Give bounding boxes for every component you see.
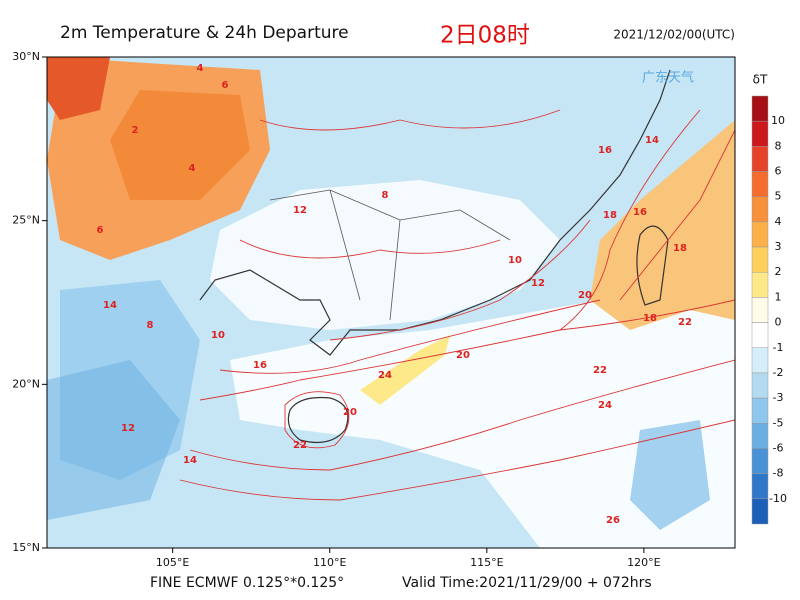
contour-label: 4 (197, 63, 204, 74)
luzon-cool (630, 420, 710, 530)
colorbar-box (751, 322, 769, 349)
colorbar-label: -2 (773, 366, 784, 379)
contour-label: 18 (603, 210, 617, 221)
colorbar-box (751, 347, 769, 374)
colorbar-label: 2 (775, 265, 782, 278)
warm-anomaly-peak (47, 57, 110, 120)
colorbar-box (751, 95, 769, 122)
lon-tick-label: 110°E (313, 556, 346, 569)
contour-label: 8 (147, 320, 154, 331)
colorbar-label: 10 (771, 114, 785, 127)
neutral-sea (230, 300, 735, 548)
contour-label: 26 (606, 515, 620, 526)
colorbar-box (751, 271, 769, 298)
contour-label: 20 (456, 350, 470, 361)
contour-label: 8 (382, 190, 389, 201)
contour-label: 20 (343, 407, 357, 418)
lat-tick-label: 15°N (12, 541, 40, 554)
taiwan-coast (636, 225, 669, 306)
colorbar-label: -10 (769, 492, 787, 505)
colorbar-box (751, 297, 769, 323)
contour-label: 12 (531, 278, 545, 289)
colorbar-label: 1 (775, 290, 782, 303)
colorbar-label: -1 (773, 341, 784, 354)
contour-label: 24 (598, 400, 612, 411)
model-label: FINE ECMWF 0.125°*0.125° (150, 575, 344, 591)
colorbar-box (751, 146, 769, 172)
contour-label: 12 (293, 205, 307, 216)
contour-label: 22 (593, 365, 607, 376)
colorbar-box (751, 473, 769, 500)
valid-time: Valid Time:2021/11/29/00 + 072hrs (402, 575, 652, 591)
taiwan-warm (590, 120, 735, 330)
lat-tick-label: 30°N (12, 50, 40, 63)
map-field (47, 57, 735, 548)
contour-label: 16 (253, 360, 267, 371)
local-time: 2日08时 (440, 23, 530, 49)
colorbar-box (751, 372, 769, 399)
colorbar-box (751, 246, 769, 273)
hainan-coast (287, 396, 349, 443)
init-time: 2021/12/02/00(UTC) (613, 28, 735, 42)
contour-label: 14 (645, 135, 659, 146)
contour-label: 14 (103, 300, 117, 311)
colorbar-label: -6 (773, 441, 784, 454)
contour-label: 18 (643, 313, 657, 324)
contour-label: 16 (598, 145, 612, 156)
contour-label: 24 (378, 370, 392, 381)
contour-label: 6 (97, 225, 104, 236)
colorbar-title: δT (753, 73, 768, 87)
contour-label: 16 (633, 207, 647, 218)
colorbar-label: -8 (773, 467, 784, 480)
contour-label: 22 (678, 317, 692, 328)
sea-warm-strip (360, 335, 450, 405)
colorbar-label: 0 (775, 316, 782, 329)
colorbar-label: -3 (773, 391, 784, 404)
contour-label: 18 (673, 243, 687, 254)
colorbar-box (751, 120, 769, 147)
contour-label: 10 (508, 255, 522, 266)
contour-label: 22 (293, 440, 307, 451)
lat-tick-label: 25°N (12, 214, 40, 227)
contour-label: 10 (211, 330, 225, 341)
logo: 广东天气 (642, 70, 694, 86)
colorbar-box (751, 221, 769, 248)
contour-label: 2 (132, 125, 139, 136)
lon-tick-label: 115°E (470, 556, 503, 569)
colorbar-box (751, 423, 769, 449)
colorbar-label: 5 (775, 190, 782, 203)
colorbar-box (751, 171, 769, 197)
contour-label: 20 (578, 290, 592, 301)
colorbar-label: 3 (775, 240, 782, 253)
contour-label: 4 (189, 163, 196, 174)
colorbar-box (751, 196, 769, 223)
plot-frame (46, 56, 736, 549)
colorbar-box (751, 448, 769, 474)
colorbar-label: 4 (775, 215, 782, 228)
lon-tick-label: 105°E (156, 556, 189, 569)
contours (179, 109, 735, 501)
colorbar-box (751, 397, 769, 424)
map-title: 2m Temperature & 24h Departure (60, 23, 349, 43)
lon-tick-label: 120°E (627, 556, 660, 569)
province-border (269, 189, 511, 321)
contour-label: 12 (121, 423, 135, 434)
colorbar-label: 8 (775, 139, 782, 152)
colorbar-box (751, 498, 769, 525)
contour-label: 6 (222, 80, 229, 91)
contour-label: 14 (183, 455, 197, 466)
colorbar-label: -5 (773, 416, 784, 429)
cool-anomaly-core (47, 360, 180, 520)
colorbar-label: 6 (775, 165, 782, 178)
lat-tick-label: 20°N (12, 377, 40, 390)
warm-anomaly-core (110, 90, 250, 200)
